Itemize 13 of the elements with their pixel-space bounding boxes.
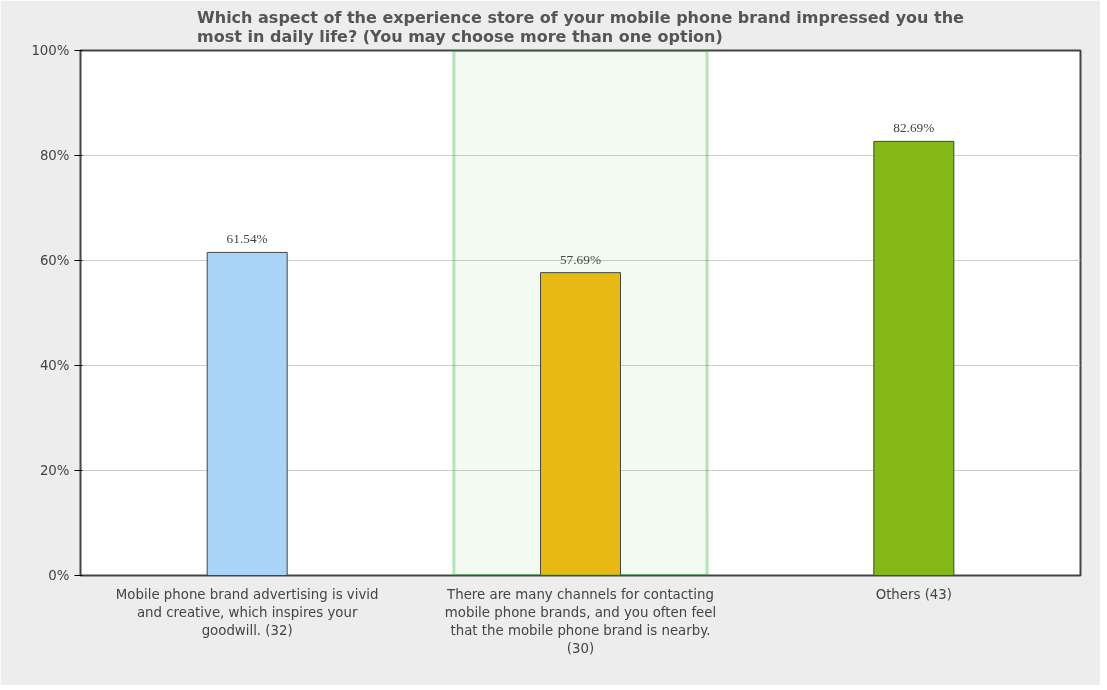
data-label: 57.69% — [559, 251, 602, 267]
x-tick-label: Mobile phone brand advertising is vivid and creative, which inspires your goodwill. (32) — [115, 586, 379, 638]
y-tick-label: 100% — [31, 43, 70, 58]
y-tick-label: 60% — [39, 253, 70, 268]
y-tick-label: 0% — [48, 568, 70, 583]
y-tick-label: 20% — [39, 463, 70, 478]
chart-title: Which aspect of the experience store of your mobile phone brand impressed you the most in daily life? (You may choose more than one option) — [197, 7, 965, 46]
y-tick-label: 80% — [39, 148, 70, 163]
x-tick-label: There are many channels for contacting mobile phone brands, and you often feel that the mobile phone brand is nearby. (30) — [444, 586, 717, 656]
y-tick-label: 40% — [39, 358, 70, 373]
data-label: 82.69% — [893, 120, 935, 136]
x-tick-label: Others (43) — [875, 586, 953, 602]
data-label: 61.54% — [226, 231, 268, 247]
